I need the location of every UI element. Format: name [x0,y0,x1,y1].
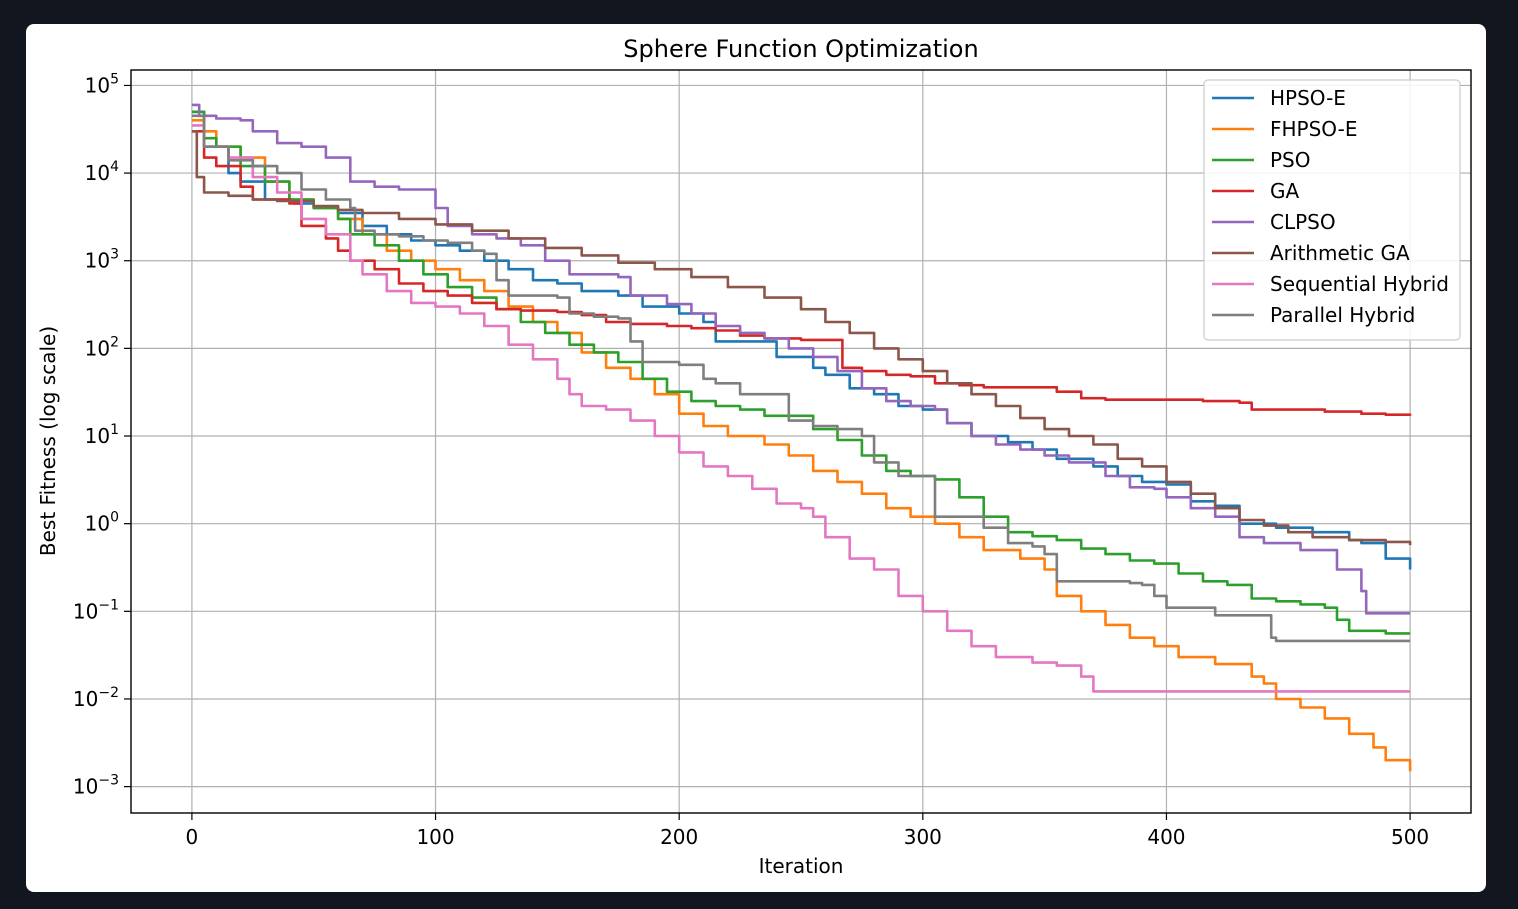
y-tick-base: 10 [73,599,98,623]
y-tick-label: 104 [85,159,119,185]
y-tick-base: 10 [85,424,110,448]
legend-label-parallel-hybrid: Parallel Hybrid [1270,303,1415,327]
x-tick-label: 500 [1391,825,1429,849]
y-tick-exponent: −1 [98,597,119,613]
legend-box [1203,79,1461,341]
y-tick-base: 10 [73,775,98,799]
y-tick-base: 10 [85,512,110,536]
y-tick-label: 103 [85,247,119,273]
y-tick-base: 10 [85,249,110,273]
x-tick-label: 200 [660,825,698,849]
y-tick-exponent: 1 [110,422,119,438]
plot-frame [130,69,1472,814]
y-tick-label: 100 [85,510,119,536]
legend-label-arithmetic-ga: Arithmetic GA [1270,241,1410,265]
y-tick-label: 10−2 [73,685,119,711]
y-tick-exponent: 2 [110,334,119,350]
series-line-parallel-hybrid [191,114,1411,643]
y-tick-label: 10−3 [73,773,119,799]
x-tick-label: 300 [904,825,942,849]
x-tick-label: 400 [1147,825,1185,849]
legend-label-sequential-hybrid: Sequential Hybrid [1270,272,1449,296]
chart-card: 0 100 200 300 400 500 105 104 103 102 101 100 10−1 1… [26,24,1486,892]
legend-label-clpso: CLPSO [1270,210,1336,234]
x-axis-label: Iteration [759,854,844,878]
y-tick-label: 10−1 [73,597,119,623]
series-line-clpso [191,103,1411,615]
x-tick-label: 0 [186,825,199,849]
y-tick-label: 102 [85,334,119,360]
legend: HPSO-E FHPSO-E PSO GA CLPSO Arithmetic GA Sequ… [1203,79,1461,341]
y-tick-exponent: −3 [98,773,119,789]
legend-label-hpso-e: HPSO-E [1270,86,1346,110]
y-tick-exponent: 5 [110,71,119,87]
y-axis-label: Best Fitness (log scale) [36,326,60,556]
y-tick-base: 10 [85,73,110,97]
legend-label-fhpso-e: FHPSO-E [1270,117,1357,141]
y-tick-label: 105 [85,71,119,97]
y-tick-base: 10 [85,336,110,360]
x-axis-ticks: 0 100 200 300 400 500 [186,813,1429,849]
legend-label-pso: PSO [1270,148,1311,172]
series-line-sequential-hybrid [191,124,1411,693]
series-lines [191,103,1412,772]
y-tick-exponent: −2 [98,685,119,701]
y-tick-base: 10 [73,687,98,711]
y-tick-label: 101 [85,422,119,448]
y-tick-exponent: 3 [110,247,119,263]
y-tick-exponent: 0 [110,510,119,526]
x-tick-label: 100 [416,825,454,849]
y-tick-base: 10 [85,161,110,185]
series-line-ga [191,130,1412,416]
chart-title: Sphere Function Optimization [623,35,978,63]
chart-svg: 0 100 200 300 400 500 10510410310210110010−11… [36,35,1472,878]
legend-label-ga: GA [1270,179,1299,203]
y-tick-exponent: 4 [110,159,119,175]
